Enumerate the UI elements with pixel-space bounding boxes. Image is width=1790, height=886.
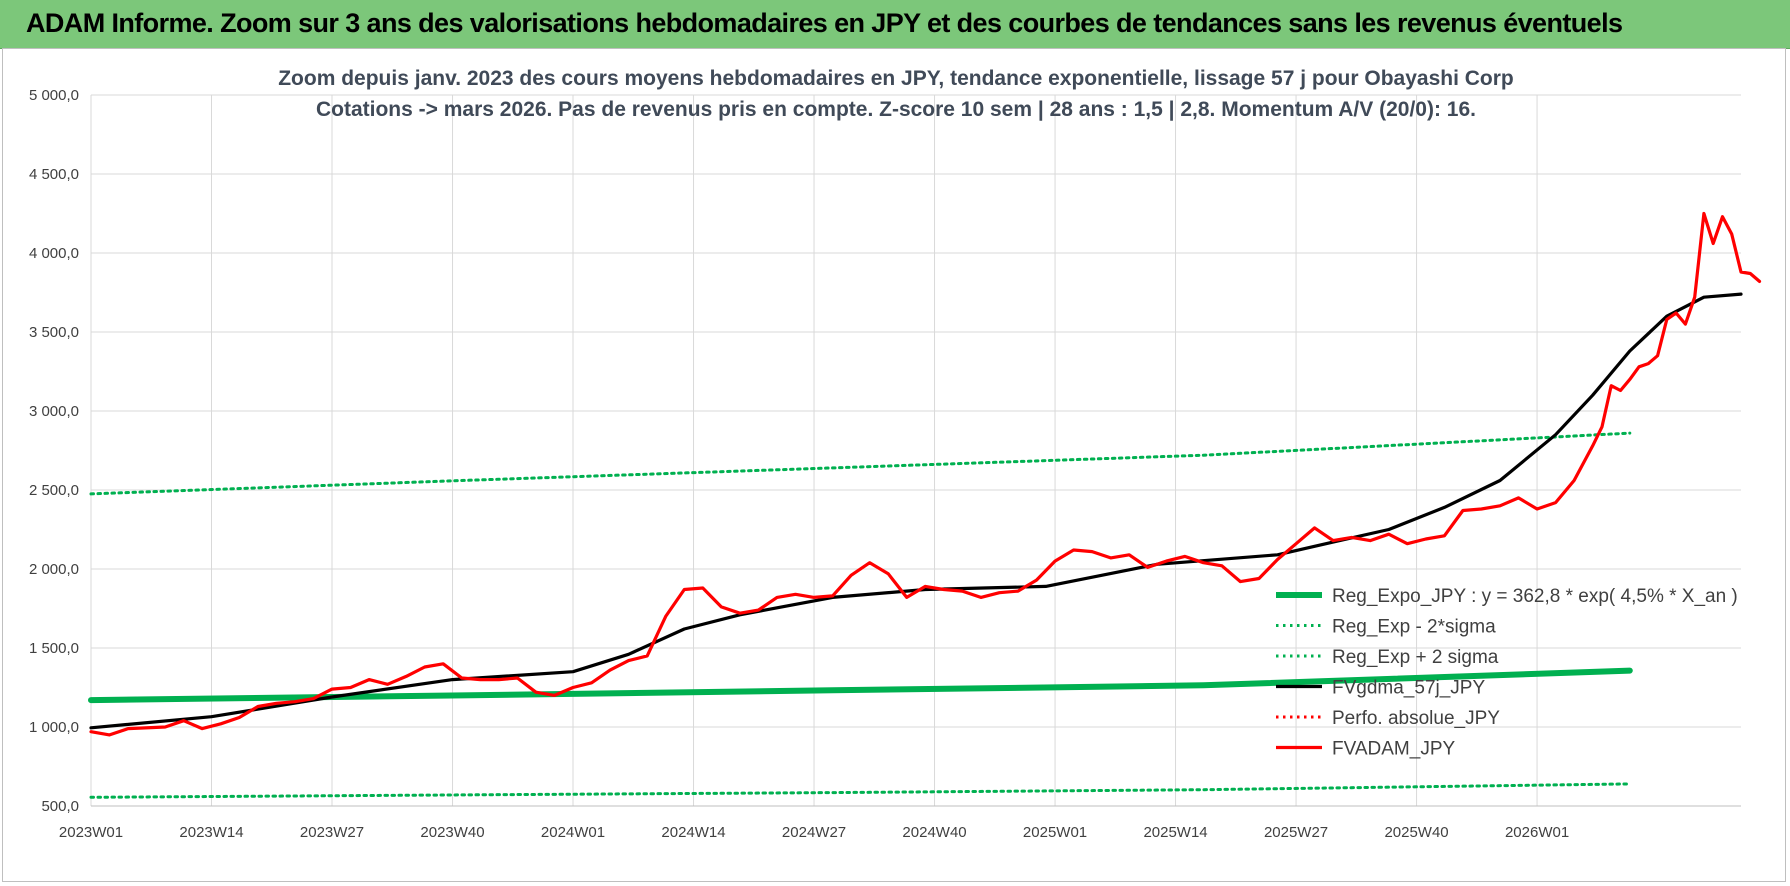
legend-label-2: Reg_Exp + 2 sigma [1332, 647, 1499, 668]
line-chart: 500,0 1 000,0 1 500,0 2 000,0 2 500,0 3 000,0… [29, 67, 1762, 841]
series-line-5 [89, 211, 1762, 737]
y-tick-label: 3 000,0 [29, 403, 79, 420]
legend-label-1: Reg_Exp - 2*sigma [1332, 617, 1496, 638]
y-tick-label: 500,0 [41, 798, 79, 815]
series-line-1 [89, 782, 1632, 799]
x-tick-label: 2025W01 [1023, 824, 1087, 841]
y-tick-label: 5 000,0 [29, 87, 79, 104]
legend-label-4: Perfo. absolue_JPY [1332, 708, 1500, 729]
x-tick-label: 2023W27 [300, 824, 364, 841]
y-tick-label: 1 000,0 [29, 719, 79, 736]
series-layer [88, 211, 1762, 799]
x-tick-label: 2023W01 [59, 824, 123, 841]
x-tick-label: 2026W01 [1505, 824, 1569, 841]
legend-label-3: FVgdma_57j_JPY [1332, 678, 1485, 699]
series-line-2 [89, 431, 1632, 496]
x-tick-label: 2025W40 [1384, 824, 1448, 841]
x-tick-label: 2024W27 [782, 824, 846, 841]
legend: Reg_Expo_JPY : y = 362,8 * exp( 4,5% * X… [1276, 586, 1738, 760]
x-tick-label: 2024W40 [902, 824, 966, 841]
y-tick-label: 4 500,0 [29, 166, 79, 183]
header-banner: ADAM Informe. Zoom sur 3 ans des valoris… [0, 0, 1790, 49]
y-tick-label: 2 000,0 [29, 561, 79, 578]
chart-title-line1: Zoom depuis janv. 2023 des cours moyens … [278, 67, 1514, 90]
y-tick-label: 3 500,0 [29, 324, 79, 341]
legend-label-0: Reg_Expo_JPY : y = 362,8 * exp( 4,5% * X… [1332, 586, 1738, 607]
x-tick-label: 2024W14 [661, 824, 725, 841]
gridlines [90, 94, 1741, 807]
x-tick-label: 2025W14 [1143, 824, 1207, 841]
y-tick-label: 4 000,0 [29, 245, 79, 262]
report-title: ADAM Informe. Zoom sur 3 ans des valoris… [26, 8, 1623, 38]
x-tick-label: 2023W40 [420, 824, 484, 841]
legend-label-5: FVADAM_JPY [1332, 739, 1456, 760]
x-tick-label: 2025W27 [1264, 824, 1328, 841]
x-tick-label: 2024W01 [541, 824, 605, 841]
chart-frame: 500,0 1 000,0 1 500,0 2 000,0 2 500,0 3 000,0… [2, 48, 1786, 882]
chart-title-line2: Cotations -> mars 2026. Pas de revenus p… [316, 98, 1476, 121]
axis-labels: 500,0 1 000,0 1 500,0 2 000,0 2 500,0 3 000,0… [29, 87, 1569, 841]
y-tick-label: 2 500,0 [29, 482, 79, 499]
x-tick-label: 2023W14 [179, 824, 243, 841]
y-tick-label: 1 500,0 [29, 640, 79, 657]
